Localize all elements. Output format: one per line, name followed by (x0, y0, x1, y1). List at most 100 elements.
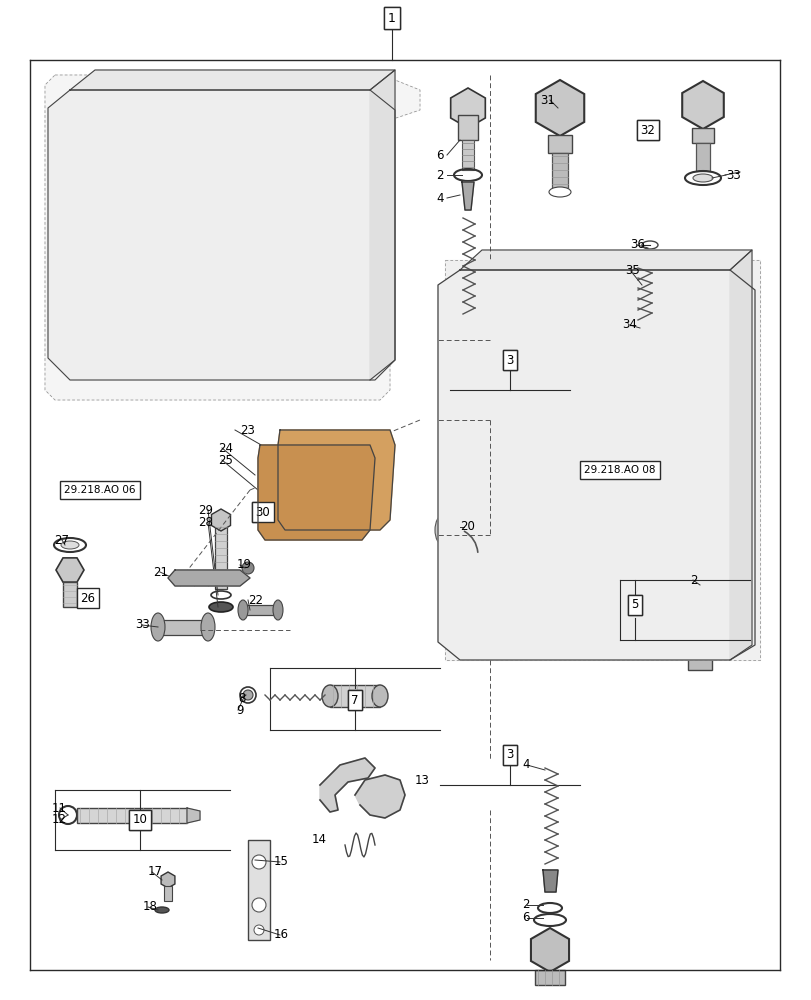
Text: 3: 3 (506, 354, 513, 366)
Ellipse shape (241, 109, 268, 121)
Ellipse shape (155, 907, 169, 913)
Ellipse shape (687, 580, 711, 590)
Ellipse shape (350, 470, 366, 490)
Bar (242, 605, 277, 615)
Circle shape (251, 898, 266, 912)
Polygon shape (461, 182, 474, 210)
Text: 14: 14 (311, 833, 327, 846)
Circle shape (717, 388, 731, 402)
Polygon shape (444, 260, 759, 660)
Bar (695, 143, 709, 171)
Bar (691, 128, 713, 143)
Polygon shape (354, 775, 405, 818)
Ellipse shape (742, 510, 752, 530)
Ellipse shape (620, 308, 679, 372)
Ellipse shape (742, 310, 752, 330)
Text: 29: 29 (198, 504, 212, 516)
Ellipse shape (242, 562, 254, 574)
Ellipse shape (128, 80, 152, 90)
Ellipse shape (358, 167, 375, 183)
Text: 11: 11 (52, 801, 67, 814)
Text: 36: 36 (629, 238, 644, 251)
Ellipse shape (548, 187, 570, 197)
Text: 3: 3 (506, 748, 513, 762)
Polygon shape (535, 80, 584, 136)
Text: 2: 2 (521, 898, 529, 911)
Ellipse shape (272, 600, 283, 620)
Circle shape (457, 388, 471, 402)
Text: 2: 2 (689, 574, 697, 586)
Ellipse shape (198, 80, 221, 90)
Text: 20: 20 (460, 520, 474, 534)
Polygon shape (458, 333, 478, 357)
Ellipse shape (281, 483, 298, 503)
Polygon shape (460, 250, 751, 270)
Bar (547, 135, 571, 153)
Text: 32: 32 (640, 124, 654, 137)
Bar (460, 320, 478, 340)
Ellipse shape (371, 685, 388, 707)
Ellipse shape (201, 613, 215, 641)
Ellipse shape (64, 122, 80, 138)
Text: 4: 4 (436, 192, 443, 205)
Polygon shape (258, 445, 375, 540)
Circle shape (717, 588, 731, 602)
Text: 35: 35 (624, 263, 639, 276)
Text: 3: 3 (506, 748, 513, 762)
Text: 13: 13 (414, 774, 429, 786)
Text: 26: 26 (80, 591, 96, 604)
Polygon shape (729, 250, 751, 660)
Text: 24: 24 (217, 442, 233, 454)
Ellipse shape (530, 409, 569, 451)
Ellipse shape (637, 331, 655, 339)
Bar (687, 650, 711, 670)
Ellipse shape (208, 602, 233, 612)
Polygon shape (370, 70, 394, 380)
Ellipse shape (302, 470, 318, 490)
Bar (534, 970, 564, 985)
Text: 12: 12 (52, 813, 67, 826)
Text: 19: 19 (237, 558, 251, 572)
Bar (637, 320, 655, 335)
Text: 34: 34 (621, 318, 636, 332)
Text: 27: 27 (54, 534, 69, 546)
Bar (77, 808, 187, 823)
Ellipse shape (61, 541, 79, 549)
Ellipse shape (629, 318, 670, 362)
Ellipse shape (742, 600, 752, 620)
Text: 23: 23 (240, 424, 255, 436)
Text: 16: 16 (273, 928, 289, 941)
Text: 29.218.AO 06: 29.218.AO 06 (64, 485, 135, 495)
Text: 4: 4 (521, 758, 529, 772)
Text: 21: 21 (152, 566, 168, 578)
Ellipse shape (519, 308, 579, 372)
Polygon shape (681, 81, 723, 129)
Ellipse shape (272, 80, 297, 90)
Text: 30: 30 (255, 506, 270, 518)
Text: 7: 7 (351, 694, 358, 706)
Polygon shape (680, 608, 719, 652)
Bar (247, 840, 270, 940)
Ellipse shape (106, 109, 134, 121)
Ellipse shape (621, 400, 677, 460)
Bar (215, 524, 227, 589)
Circle shape (457, 588, 471, 602)
Text: 31: 31 (539, 94, 554, 107)
Ellipse shape (242, 690, 253, 700)
Ellipse shape (64, 282, 80, 298)
Text: 7: 7 (351, 694, 358, 706)
Ellipse shape (190, 218, 230, 262)
Circle shape (717, 488, 731, 502)
Ellipse shape (155, 180, 264, 300)
Text: 32: 32 (640, 124, 654, 137)
Ellipse shape (151, 109, 178, 121)
Text: 28: 28 (198, 516, 212, 528)
Text: 30: 30 (255, 506, 270, 518)
Ellipse shape (58, 175, 78, 225)
Text: 1: 1 (388, 12, 396, 25)
Text: 6: 6 (436, 149, 443, 162)
Ellipse shape (528, 318, 570, 362)
Bar (551, 153, 568, 188)
Ellipse shape (285, 109, 314, 121)
Bar (158, 620, 208, 635)
